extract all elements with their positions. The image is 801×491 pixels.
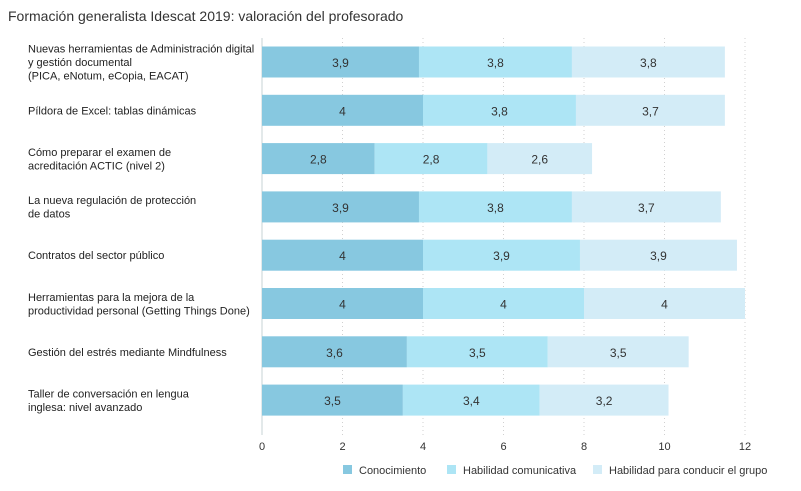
category-label: Gestión del estrés mediante Mindfulness — [28, 347, 227, 359]
data-label: 3,5 — [610, 346, 627, 360]
category-label: Contratos del sector público — [28, 250, 164, 262]
x-tick-label: 2 — [339, 441, 345, 453]
x-tick-label: 6 — [500, 441, 506, 453]
x-tick-label: 0 — [259, 441, 265, 453]
bar-segment — [584, 288, 745, 319]
category-label: (PICA, eNotum, eCopia, EACAT) — [28, 71, 189, 83]
legend-swatch — [593, 465, 602, 474]
bar-segment — [418, 191, 572, 223]
data-label: 3,5 — [324, 394, 341, 408]
bar-segment — [423, 94, 576, 126]
data-label: 3,9 — [493, 249, 510, 263]
bar-segment — [262, 288, 423, 319]
bar-segment — [423, 239, 580, 271]
x-tick-label: 8 — [581, 441, 587, 453]
legend-label: Habilidad comunicativa — [463, 465, 577, 477]
bar-segment — [571, 191, 721, 223]
data-label: 3,9 — [332, 56, 349, 70]
category-label: Píldora de Excel: tablas dinámicas — [28, 105, 197, 117]
bar-segment — [262, 239, 423, 271]
category-label: de datos — [28, 209, 71, 221]
data-label: 3,8 — [487, 56, 504, 70]
data-label: 2,6 — [531, 153, 548, 167]
bar-segment — [547, 336, 689, 368]
data-label: 3,9 — [332, 201, 349, 215]
bar-segment — [402, 384, 540, 416]
category-label: Taller de conversación en lengua — [28, 388, 190, 400]
legend-label: Habilidad para conducir el grupo — [609, 465, 767, 477]
category-label: Nuevas herramientas de Administración di… — [28, 44, 254, 56]
chart-title: Formación generalista Idescat 2019: valo… — [8, 8, 404, 24]
data-label: 3,8 — [491, 104, 508, 118]
data-label: 4 — [500, 298, 507, 312]
legend-label: Conocimiento — [359, 465, 426, 477]
category-label: La nueva regulación de protección — [28, 195, 196, 207]
category-label: y gestión documental — [28, 57, 132, 69]
legend-swatch — [447, 465, 456, 474]
data-label: 3,7 — [638, 201, 655, 215]
bar-segment — [418, 46, 572, 78]
category-label: acreditación ACTIC (nivel 2) — [28, 160, 165, 172]
bar-segment — [571, 46, 725, 78]
data-label: 4 — [339, 249, 346, 263]
data-label: 3,7 — [642, 104, 659, 118]
category-label: productividad personal (Getting Things D… — [28, 305, 250, 317]
data-label: 3,8 — [487, 201, 504, 215]
bar-segment — [579, 239, 737, 271]
bar-segment — [487, 143, 593, 175]
bar-segment — [374, 143, 488, 175]
x-tick-label: 10 — [658, 441, 670, 453]
bar-segment — [575, 94, 725, 126]
data-label: 3,5 — [469, 346, 486, 360]
data-label: 2,8 — [423, 153, 440, 167]
data-label: 4 — [339, 104, 346, 118]
bar-segment — [262, 94, 423, 126]
data-label: 2,8 — [310, 153, 327, 167]
data-label: 3,9 — [650, 249, 667, 263]
category-label: inglesa: nivel avanzado — [28, 402, 142, 414]
x-tick-label: 4 — [420, 441, 426, 453]
data-label: 3,2 — [596, 394, 613, 408]
category-label: Cómo preparar el examen de — [28, 147, 171, 159]
bar-segment — [423, 288, 584, 319]
x-tick-label: 12 — [739, 441, 751, 453]
data-label: 3,6 — [326, 346, 343, 360]
data-label: 3,4 — [463, 394, 480, 408]
bar-segment — [262, 46, 419, 78]
data-label: 3,8 — [640, 56, 657, 70]
data-label: 4 — [339, 298, 346, 312]
bar-segment — [262, 336, 407, 368]
bar-segment — [262, 384, 403, 416]
bar-segment — [262, 143, 375, 175]
data-label: 4 — [661, 298, 668, 312]
bar-segment — [406, 336, 548, 368]
legend-swatch — [343, 465, 352, 474]
bar-segment — [262, 191, 419, 223]
category-label: Herramientas para la mejora de la — [28, 292, 195, 304]
bar-segment — [539, 384, 669, 416]
